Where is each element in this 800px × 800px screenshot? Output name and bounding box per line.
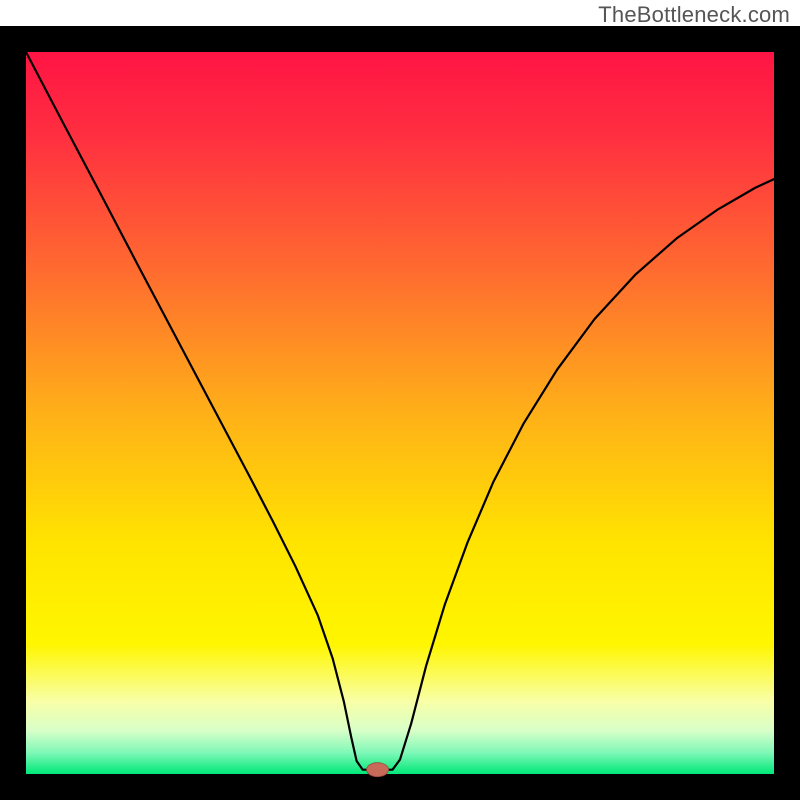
- bottleneck-chart: [0, 0, 800, 800]
- optimal-point-marker: [367, 763, 389, 777]
- chart-frame: TheBottleneck.com: [0, 0, 800, 800]
- watermark-text: TheBottleneck.com: [598, 2, 790, 28]
- plot-background: [26, 52, 774, 774]
